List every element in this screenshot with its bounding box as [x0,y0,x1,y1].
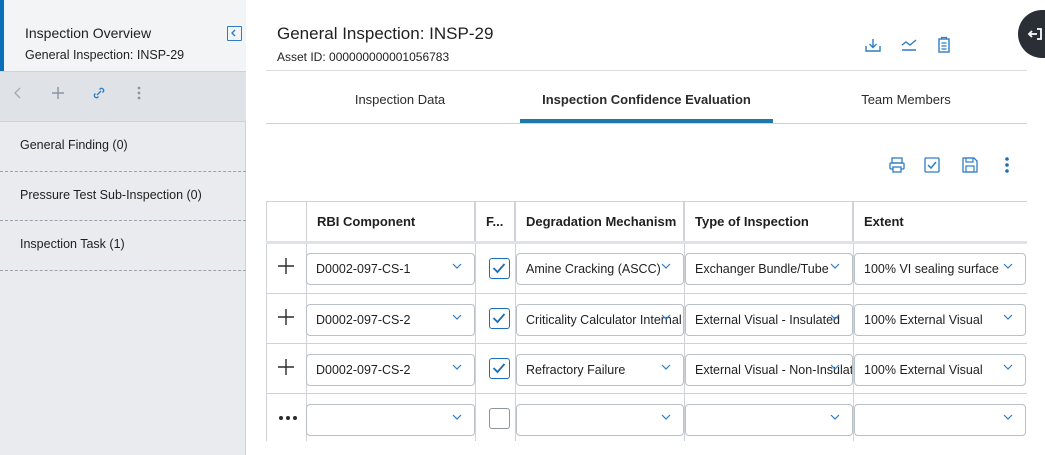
collapse-sidebar-icon[interactable] [227,26,242,41]
row-checkbox[interactable] [489,408,510,429]
sidebar: Inspection Overview General Inspection: … [0,0,246,455]
rbi-component-select[interactable]: D0002-097-CS-2 [306,304,475,336]
clipboard-icon[interactable] [935,36,953,54]
column-header-degradation-mechanism[interactable]: Degradation Mechanism [516,201,684,242]
expand-row-icon[interactable] [276,357,296,382]
column-header-f[interactable]: F... [476,201,515,242]
chevron-down-icon [830,314,840,320]
row-divider [266,293,1027,294]
extent-select[interactable]: 100% VI sealing surface [854,253,1026,285]
chevron-down-icon [1003,263,1013,269]
sidebar-item-pressure-test[interactable]: Pressure Test Sub-Inspection (0) [0,172,246,221]
chevron-down-icon [830,364,840,370]
inspection-type-select[interactable]: Exchanger Bundle/Tube [685,253,853,285]
extent-select[interactable]: 100% External Visual [854,304,1026,336]
sidebar-item-general-finding[interactable]: General Finding (0) [0,122,246,172]
header-divider [266,70,1027,71]
degradation-mechanism-select[interactable]: Refractory Failure [516,354,684,386]
select-value: D0002-097-CS-2 [316,363,411,377]
sidebar-subtitle: General Inspection: INSP-29 [25,48,185,62]
select-value: 100% External Visual [864,313,983,327]
select-value: Exchanger Bundle/Tube [695,262,829,276]
check-all-icon[interactable] [923,156,941,174]
degradation-mechanism-select[interactable] [516,404,684,436]
inspection-type-select[interactable] [685,404,853,436]
chevron-down-icon [661,414,671,420]
tab-bar: Inspection Data Inspection Confidence Ev… [266,80,1027,124]
chevron-down-icon [452,414,462,420]
row-divider [266,393,1027,394]
expand-row-icon[interactable] [276,256,296,281]
rbi-component-select[interactable] [306,404,475,436]
print-icon[interactable] [888,156,906,174]
header-divider-line [266,241,1027,244]
col-divider [684,201,685,441]
inspection-type-select[interactable]: External Visual - Insulated [685,304,853,336]
chevron-down-icon [830,263,840,269]
add-icon[interactable] [48,86,68,105]
sidebar-toolbar [0,71,246,122]
tab-inspection-data[interactable]: Inspection Data [354,92,446,107]
save-icon[interactable] [961,156,979,174]
select-value: Amine Cracking (ASCC) [526,262,661,276]
link-icon[interactable] [89,86,109,105]
degradation-mechanism-select[interactable]: Amine Cracking (ASCC) [516,253,684,285]
select-value: External Visual - Non-Insulated [695,363,852,377]
chevron-down-icon [661,263,671,269]
chevron-down-icon [452,263,462,269]
select-value: D0002-097-CS-1 [316,262,411,276]
row-checkbox[interactable] [489,358,510,379]
row-divider [266,343,1027,344]
extent-select[interactable] [854,404,1026,436]
evaluation-table [266,201,1027,441]
trend-icon[interactable] [900,36,918,54]
row-menu-icon[interactable] [278,408,298,426]
page-title: General Inspection: INSP-29 [277,24,494,43]
column-header-rbi-component[interactable]: RBI Component [307,201,475,242]
sidebar-item-inspection-task[interactable]: Inspection Task (1) [0,221,246,271]
chevron-down-icon [661,364,671,370]
rbi-component-select[interactable]: D0002-097-CS-1 [306,253,475,285]
col-divider [853,201,854,441]
sidebar-list: General Finding (0) Pressure Test Sub-In… [0,122,246,271]
chevron-down-icon [661,314,671,320]
select-value: External Visual - Insulated [695,313,840,327]
degradation-mechanism-select[interactable]: Criticality Calculator Internal [516,304,684,336]
select-value: D0002-097-CS-2 [316,313,411,327]
sidebar-header[interactable]: Inspection Overview General Inspection: … [0,0,246,71]
chevron-down-icon [1003,364,1013,370]
download-icon[interactable] [864,36,882,54]
expand-row-icon[interactable] [276,307,296,332]
chevron-down-icon [452,314,462,320]
chevron-down-icon [452,364,462,370]
active-tab-indicator [520,119,773,123]
tab-team-members[interactable]: Team Members [861,92,951,107]
exit-icon[interactable] [1018,10,1045,58]
col-divider [475,201,476,441]
inspection-type-select[interactable]: External Visual - Non-Insulated [685,354,853,386]
select-value: Refractory Failure [526,363,626,377]
more-vertical-icon[interactable] [129,86,149,105]
rbi-component-select[interactable]: D0002-097-CS-2 [306,354,475,386]
extent-select[interactable]: 100% External Visual [854,354,1026,386]
select-value: 100% External Visual [864,363,983,377]
select-value: Criticality Calculator Internal [526,313,682,327]
chevron-down-icon [1003,414,1013,420]
tab-confidence-evaluation[interactable]: Inspection Confidence Evaluation [542,92,751,107]
row-checkbox[interactable] [489,308,510,329]
column-header-type-of-inspection[interactable]: Type of Inspection [685,201,853,242]
col-divider [515,201,516,441]
select-value: 100% VI sealing surface [864,262,999,276]
asset-id: Asset ID: 000000000001056783 [277,50,450,64]
chevron-down-icon [830,414,840,420]
sidebar-title: Inspection Overview [25,25,152,41]
column-header-extent[interactable]: Extent [864,214,904,229]
chevron-down-icon [1003,314,1013,320]
more-options-icon[interactable] [1004,156,1022,174]
back-icon[interactable] [8,86,28,105]
row-checkbox[interactable] [489,258,510,279]
